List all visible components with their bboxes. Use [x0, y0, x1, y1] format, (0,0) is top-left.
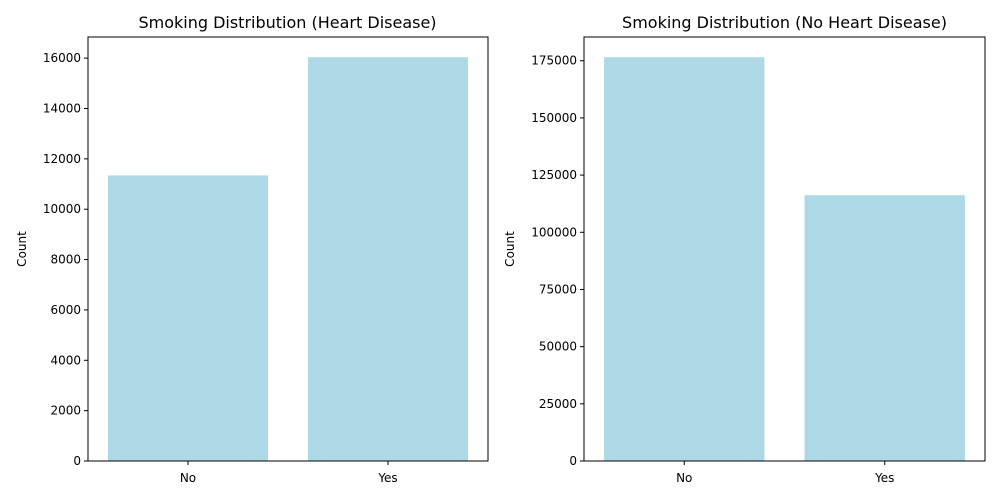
- y-tick-label: 4000: [50, 353, 81, 367]
- chart-title: Smoking Distribution (No Heart Disease): [622, 13, 947, 32]
- bar-yes: [804, 195, 965, 462]
- chart-title: Smoking Distribution (Heart Disease): [138, 13, 436, 32]
- y-tick-label: 100000: [531, 225, 577, 239]
- x-tick-label: No: [180, 471, 196, 485]
- tick-group: No Yes 0 25000 50000 75000 100000 125000 150000 1…: [531, 54, 894, 485]
- tick-group: No Yes 0 2000 4000 6000 8000 10000 12000 14000 160…: [43, 51, 398, 485]
- y-axis-label: Count: [15, 231, 29, 267]
- y-tick-label: 50000: [539, 340, 577, 354]
- y-tick-label: 14000: [43, 102, 81, 116]
- x-tick-label: Yes: [377, 471, 397, 485]
- y-tick-label: 12000: [43, 152, 81, 166]
- y-tick-label: 125000: [531, 168, 577, 182]
- y-tick-label: 0: [73, 454, 81, 468]
- bar-yes: [308, 57, 468, 462]
- y-tick-label: 0: [569, 454, 577, 468]
- bar-no: [108, 175, 268, 462]
- bar-group: [604, 57, 965, 462]
- x-tick-label: No: [676, 471, 692, 485]
- y-tick-label: 16000: [43, 51, 81, 65]
- x-tick-label: Yes: [874, 471, 894, 485]
- y-tick-label: 6000: [50, 303, 81, 317]
- bar-group: [108, 57, 468, 462]
- y-tick-label: 2000: [50, 404, 81, 418]
- y-tick-label: 150000: [531, 111, 577, 125]
- y-axis-label: Count: [503, 231, 517, 267]
- chart-panel-no-heart-disease: Smoking Distribution (No Heart Disease) …: [503, 13, 986, 485]
- bar-no: [604, 57, 765, 461]
- y-tick-label: 10000: [43, 202, 81, 216]
- y-tick-label: 25000: [539, 397, 577, 411]
- y-tick-label: 175000: [531, 54, 577, 68]
- chart-panel-heart-disease: Smoking Distribution (Heart Disease) Cou…: [15, 13, 489, 485]
- plot-frame: [87, 36, 489, 462]
- plot-frame: [583, 36, 986, 462]
- y-tick-label: 75000: [539, 282, 577, 296]
- y-tick-label: 8000: [50, 253, 81, 267]
